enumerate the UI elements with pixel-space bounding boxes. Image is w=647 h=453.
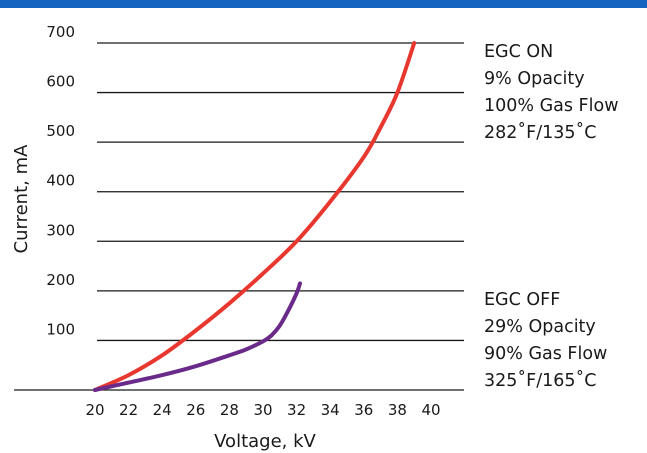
- egc-on-annotation: EGC ON 9% Opacity 100% Gas Flow 282˚F/13…: [484, 42, 619, 143]
- x-tick-label: 36: [354, 401, 373, 419]
- egc-off-label: EGC OFF: [484, 290, 560, 310]
- y-tick-label: 300: [46, 221, 75, 239]
- egc-off-annotation: EGC OFF 29% Opacity 90% Gas Flow 325˚F/1…: [484, 290, 607, 391]
- egc-off-temperature: 325˚F/165˚C: [484, 370, 597, 391]
- x-tick-label: 30: [253, 401, 272, 419]
- x-tick-label: 38: [388, 401, 407, 419]
- egc-off-gas-flow: 90% Gas Flow: [484, 344, 607, 364]
- series-line-egc-off: [93, 281, 302, 392]
- egc-on-label: EGC ON: [484, 42, 553, 62]
- x-tick-label: 24: [153, 401, 172, 419]
- x-tick-label: 26: [186, 401, 205, 419]
- x-tick-labels: 20 22 24 26 28 30 32 34 36 38 40: [85, 401, 440, 419]
- x-tick-label: 22: [119, 401, 138, 419]
- x-tick-label: 28: [220, 401, 239, 419]
- top-accent-bar: [0, 0, 647, 8]
- y-tick-label: 600: [46, 73, 75, 91]
- x-tick-label: 32: [287, 401, 306, 419]
- y-tick-label: 500: [46, 122, 75, 140]
- series-line-egc-on: [93, 41, 417, 392]
- x-tick-label: 20: [85, 401, 104, 419]
- egc-on-temperature: 282˚F/135˚C: [484, 122, 597, 143]
- x-tick-label: 40: [421, 401, 440, 419]
- series-layer: [93, 41, 417, 392]
- egc-on-opacity: 9% Opacity: [484, 69, 585, 89]
- x-axis-title: Voltage, kV: [214, 431, 316, 452]
- grid-lines: [14, 42, 464, 391]
- y-tick-labels: 700 600 500 400 300 200 100: [46, 23, 75, 338]
- y-tick-label: 400: [46, 172, 75, 190]
- egc-on-gas-flow: 100% Gas Flow: [484, 96, 619, 116]
- y-axis-title: Current, mA: [11, 144, 32, 254]
- x-tick-label: 34: [321, 401, 340, 419]
- y-tick-label: 200: [46, 271, 75, 289]
- y-tick-label: 100: [46, 320, 75, 338]
- y-tick-label: 700: [46, 23, 75, 41]
- egc-off-opacity: 29% Opacity: [484, 317, 596, 337]
